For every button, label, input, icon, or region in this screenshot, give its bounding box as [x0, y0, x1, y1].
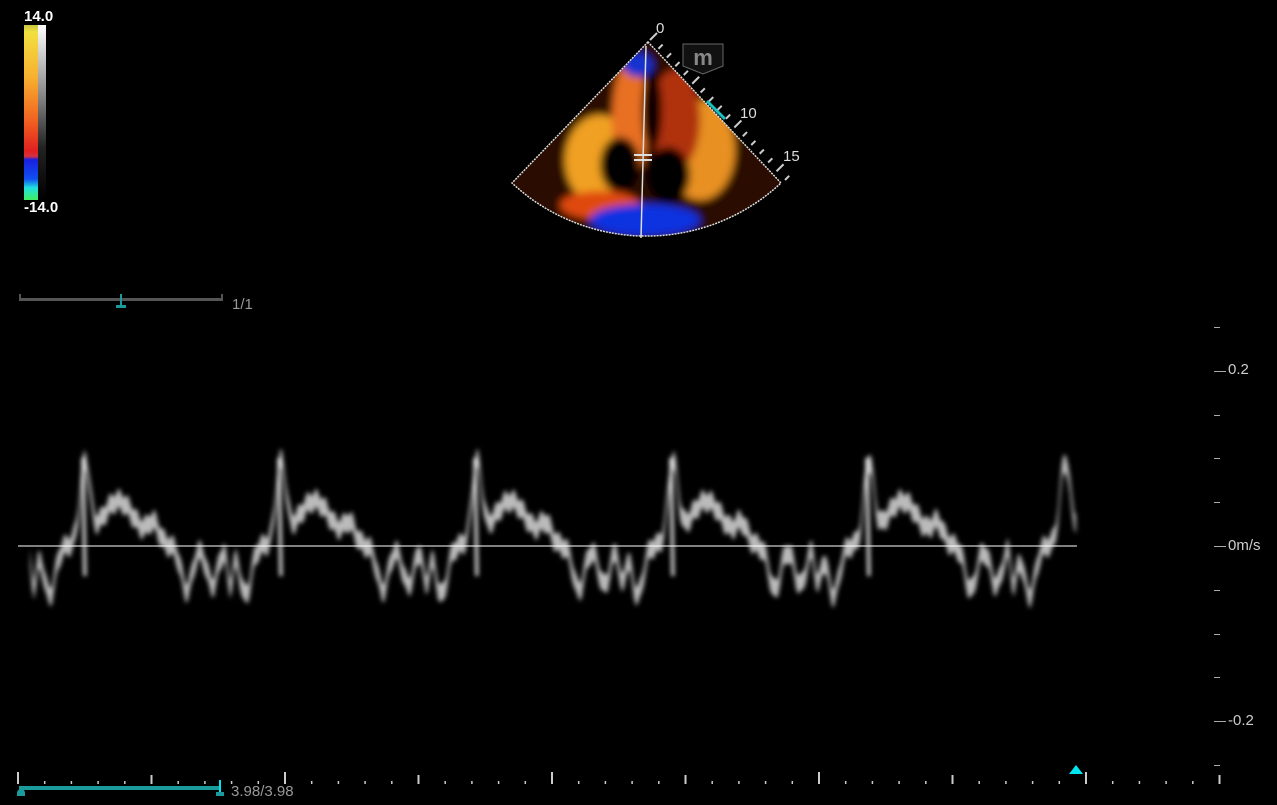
- cine-end-handle[interactable]: [219, 780, 221, 792]
- velocity-tick: [1214, 502, 1220, 504]
- color-velocity-bar: [24, 25, 38, 200]
- cine-start-handle[interactable]: [17, 789, 25, 796]
- frame-counter: 1/1: [232, 296, 253, 313]
- velocity-tick: [1214, 677, 1220, 679]
- color-scale-min-label: -14.0: [24, 199, 59, 216]
- frame-slider-handle[interactable]: [120, 294, 122, 306]
- velocity-tick: [1214, 546, 1226, 547]
- depth-label-10: 10: [740, 105, 757, 122]
- velocity-tick: [1214, 370, 1226, 372]
- spectral-spike: [81, 457, 87, 577]
- cursor-line: [640, 45, 647, 239]
- mode-badge: m: [693, 45, 713, 70]
- velocity-label-top: 0.2: [1228, 361, 1249, 378]
- spectral-spike: [669, 457, 675, 577]
- depth-label-0: 0: [656, 20, 664, 37]
- spectral-spike: [865, 457, 871, 577]
- spectral-spike: [473, 457, 479, 577]
- color-doppler-sector-image: m 0 10 15: [510, 20, 800, 239]
- grayscale-bar: [38, 25, 46, 200]
- sweep-position-marker: [1069, 765, 1083, 774]
- velocity-tick: [1214, 721, 1226, 723]
- velocity-tick: [1214, 327, 1220, 328]
- velocity-tick: [1214, 765, 1220, 766]
- time-axis: [17, 765, 1221, 784]
- cine-counter: 3.98/3.98: [231, 783, 294, 800]
- spectral-envelope: [30, 448, 1076, 609]
- velocity-tick: [1214, 458, 1220, 460]
- color-scale-max-label: 14.0: [24, 8, 54, 25]
- velocity-tick: [1214, 589, 1220, 591]
- cine-slider[interactable]: [19, 786, 220, 790]
- spectral-spike: [277, 457, 283, 577]
- velocity-tick: [1214, 633, 1220, 635]
- velocity-tick: [1214, 414, 1220, 416]
- focus-marker: [705, 99, 727, 121]
- velocity-label-zero: 0m/s: [1228, 537, 1261, 554]
- tissue-doppler-spectrum: [18, 448, 1077, 609]
- depth-scale: [649, 32, 790, 181]
- velocity-label-bottom: -0.2: [1228, 712, 1254, 729]
- depth-label-15: 15: [783, 148, 800, 165]
